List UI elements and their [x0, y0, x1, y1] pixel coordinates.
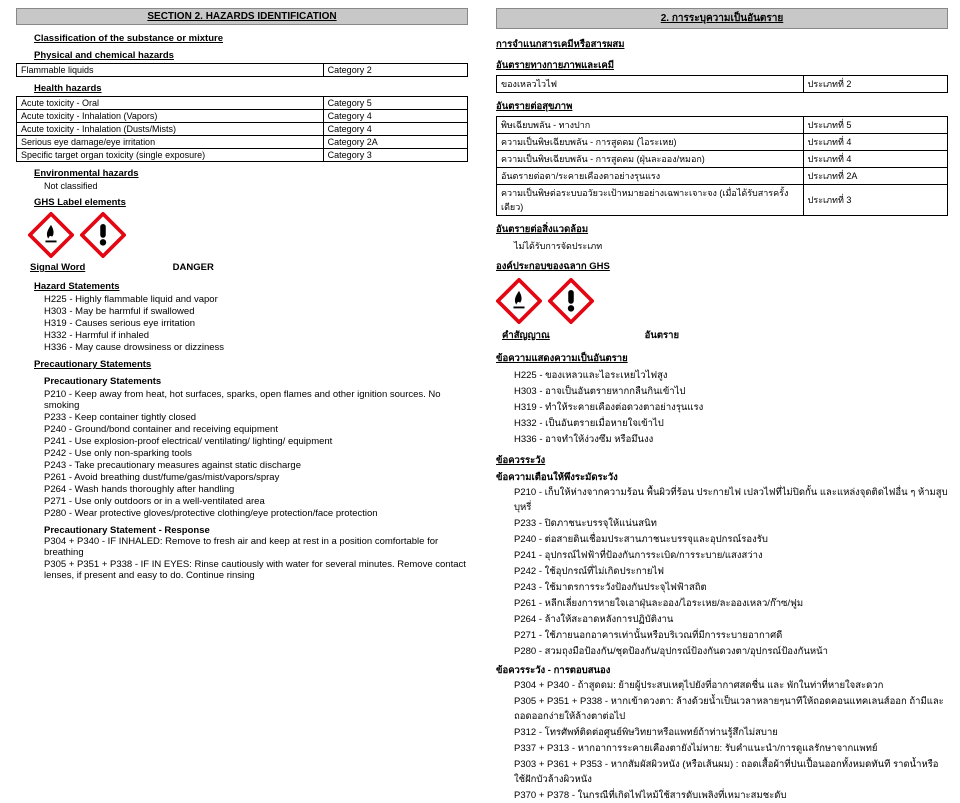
list-item: P264 - Wash hands thoroughly after handl… — [44, 484, 468, 495]
list-item: P242 - Use only non-sparking tools — [44, 448, 468, 459]
table-row: Specific target organ toxicity (single e… — [17, 149, 468, 162]
list-item: P241 - Use explosion-proof electrical/ v… — [44, 436, 468, 447]
table-row: Acute toxicity - Inhalation (Dusts/Mists… — [17, 123, 468, 136]
table-row: Acute toxicity - OralCategory 5 — [17, 97, 468, 110]
prec-sub: ข้อความเตือนให้พึงระมัดระวัง — [496, 470, 948, 485]
classification-heading: การจำแนกสารเคมีหรือสารผสม — [496, 37, 948, 52]
signal-label: คำสัญญาณ — [502, 328, 642, 343]
classification-heading: Classification of the substance or mixtu… — [16, 33, 468, 44]
hazard-list: H225 - ของเหลวและไอระเหยไวไฟสูง H303 - อ… — [496, 368, 948, 447]
list-item: P305 + P351 + P338 - IF IN EYES: Rinse c… — [44, 559, 468, 581]
response-list: P304 + P340 - ถ้าสูดดม: ย้ายผู้ประสบเหตุ… — [496, 678, 948, 803]
list-item: P243 - Take precautionary measures again… — [44, 460, 468, 471]
list-item: H303 - May be harmful if swallowed — [44, 306, 468, 317]
list-item: P271 - ใช้ภายนอกอาคารเท่านั้นหรือบริเวณท… — [514, 628, 948, 643]
physchem-heading: Physical and chemical hazards — [16, 50, 468, 61]
list-item: P240 - Ground/bond container and receivi… — [44, 424, 468, 435]
list-item: P261 - Avoid breathing dust/fume/gas/mis… — [44, 472, 468, 483]
exclamation-icon — [80, 212, 126, 258]
list-item: H303 - อาจเป็นอันตรายหากกลืนกินเข้าไป — [514, 384, 948, 399]
ghs-heading: องค์ประกอบของฉลาก GHS — [496, 259, 948, 274]
section-title: SECTION 2. HAZARDS IDENTIFICATION — [16, 8, 468, 25]
signal-word: อันตราย — [645, 330, 679, 341]
ghs-heading: GHS Label elements — [16, 197, 468, 208]
list-item: H336 - อาจทำให้ง่วงซึม หรือมึนงง — [514, 432, 948, 447]
hazard-list: H225 - Highly flammable liquid and vapor… — [16, 294, 468, 353]
list-item: P303 + P361 + P353 - หากสัมผัสผิวหนัง (ห… — [514, 757, 948, 787]
signal-word-row: คำสัญญาณ อันตราย — [502, 328, 948, 343]
physchem-heading: อันตรายทางกายภาพและเคมี — [496, 58, 948, 73]
list-item: H225 - ของเหลวและไอระเหยไวไฟสูง — [514, 368, 948, 383]
physchem-table: Flammable liquidsCategory 2 — [16, 63, 468, 77]
exclamation-icon — [548, 278, 594, 324]
env-text: Not classified — [16, 181, 468, 191]
table-row: Flammable liquidsCategory 2 — [17, 64, 468, 77]
list-item: P280 - สวมถุงมือป้องกัน/ชุดป้องกัน/อุปกร… — [514, 644, 948, 659]
list-item: P304 + P340 - IF INHALED: Remove to fres… — [44, 536, 468, 558]
signal-word-row: Signal Word DANGER — [30, 262, 468, 273]
table-row: Serious eye damage/eye irritationCategor… — [17, 136, 468, 149]
prec-sub: Precautionary Statements — [16, 376, 468, 387]
health-heading: อันตรายต่อสุขภาพ — [496, 99, 948, 114]
table-row: ความเป็นพิษเฉียบพลัน - การสูดดม (ไอระเหย… — [497, 134, 948, 151]
list-item: P233 - ปิดภาชนะบรรจุให้แน่นสนิท — [514, 516, 948, 531]
response-list: P304 + P340 - IF INHALED: Remove to fres… — [16, 536, 468, 581]
list-item: H319 - ทำให้ระคายเคืองต่อดวงตาอย่างรุนแร… — [514, 400, 948, 415]
table-row: พิษเฉียบพลัน - ทางปากประเภทที่ 5 — [497, 117, 948, 134]
list-item: P242 - ใช้อุปกรณ์ที่ไม่เกิดประกายไฟ — [514, 564, 948, 579]
list-item: P337 + P313 - หากอาการระคายเคืองตายังไม่… — [514, 741, 948, 756]
prec-list: P210 - Keep away from heat, hot surfaces… — [16, 389, 468, 519]
list-item: P233 - Keep container tightly closed — [44, 412, 468, 423]
hazard-statements-head: Hazard Statements — [16, 281, 468, 292]
flame-icon — [496, 278, 542, 324]
response-head: Precautionary Statement - Response — [16, 525, 468, 536]
section-title: 2. การระบุความเป็นอันตราย — [496, 8, 948, 29]
list-item: H332 - เป็นอันตรายเมื่อหายใจเข้าไป — [514, 416, 948, 431]
prec-statements-head: ข้อควรระวัง — [496, 453, 948, 468]
table-row: ความเป็นพิษเฉียบพลัน - การสูดดม (ฝุ่นละอ… — [497, 151, 948, 168]
env-heading: อันตรายต่อสิ่งแวดล้อม — [496, 222, 948, 237]
list-item: P304 + P340 - ถ้าสูดดม: ย้ายผู้ประสบเหตุ… — [514, 678, 948, 693]
list-item: P370 + P378 - ในกรณีที่เกิดไฟไหม้ใช้สารด… — [514, 788, 948, 803]
table-row: ความเป็นพิษต่อระบบอวัยวะเป้าหมายอย่างเฉพ… — [497, 185, 948, 216]
list-item: P261 - หลีกเลี่ยงการหายใจเอาฝุ่นละออง/ไอ… — [514, 596, 948, 611]
ghs-pictograms — [28, 212, 468, 258]
physchem-table: ของเหลวไวไฟประเภทที่ 2 — [496, 75, 948, 93]
list-item: P271 - Use only outdoors or in a well-ve… — [44, 496, 468, 507]
table-row: Acute toxicity - Inhalation (Vapors)Cate… — [17, 110, 468, 123]
table-row: อันตรายต่อตา/ระคายเคืองตาอย่างรุนแรงประเ… — [497, 168, 948, 185]
list-item: P312 - โทรศัพท์ติดต่อศูนย์พิษวิทยาหรือแพ… — [514, 725, 948, 740]
list-item: H332 - Harmful if inhaled — [44, 330, 468, 341]
sds-page: SECTION 2. HAZARDS IDENTIFICATION Classi… — [0, 0, 960, 540]
health-heading: Health hazards — [16, 83, 468, 94]
health-table: พิษเฉียบพลัน - ทางปากประเภทที่ 5 ความเป็… — [496, 116, 948, 216]
signal-word: DANGER — [173, 262, 214, 273]
list-item: H225 - Highly flammable liquid and vapor — [44, 294, 468, 305]
table-row: ของเหลวไวไฟประเภทที่ 2 — [497, 76, 948, 93]
list-item: H319 - Causes serious eye irritation — [44, 318, 468, 329]
signal-label: Signal Word — [30, 262, 170, 273]
prec-statements-head: Precautionary Statements — [16, 359, 468, 370]
env-text: ไม่ได้รับการจัดประเภท — [496, 239, 948, 253]
ghs-pictograms — [496, 278, 948, 324]
right-column: 2. การระบุความเป็นอันตราย การจำแนกสารเคม… — [480, 0, 960, 540]
list-item: P241 - อุปกรณ์ไฟฟ้าที่ป้องกันการระเบิด/ก… — [514, 548, 948, 563]
list-item: H336 - May cause drowsiness or dizziness — [44, 342, 468, 353]
hazard-statements-head: ข้อความแสดงความเป็นอันตราย — [496, 351, 948, 366]
list-item: P264 - ล้างให้สะอาดหลังการปฏิบัติงาน — [514, 612, 948, 627]
health-table: Acute toxicity - OralCategory 5 Acute to… — [16, 96, 468, 162]
list-item: P210 - Keep away from heat, hot surfaces… — [44, 389, 468, 411]
response-head: ข้อควรระวัง - การตอบสนอง — [496, 663, 948, 678]
list-item: P243 - ใช้มาตรการระวังป้องกันประจุไฟฟ้าส… — [514, 580, 948, 595]
env-heading: Environmental hazards — [16, 168, 468, 179]
list-item: P210 - เก็บให้ห่างจากความร้อน พื้นผิวที่… — [514, 485, 948, 515]
left-column: SECTION 2. HAZARDS IDENTIFICATION Classi… — [0, 0, 480, 540]
list-item: P305 + P351 + P338 - หากเข้าดวงตา: ล้างด… — [514, 694, 948, 724]
list-item: P280 - Wear protective gloves/protective… — [44, 508, 468, 519]
flame-icon — [28, 212, 74, 258]
prec-list: P210 - เก็บให้ห่างจากความร้อน พื้นผิวที่… — [496, 485, 948, 659]
